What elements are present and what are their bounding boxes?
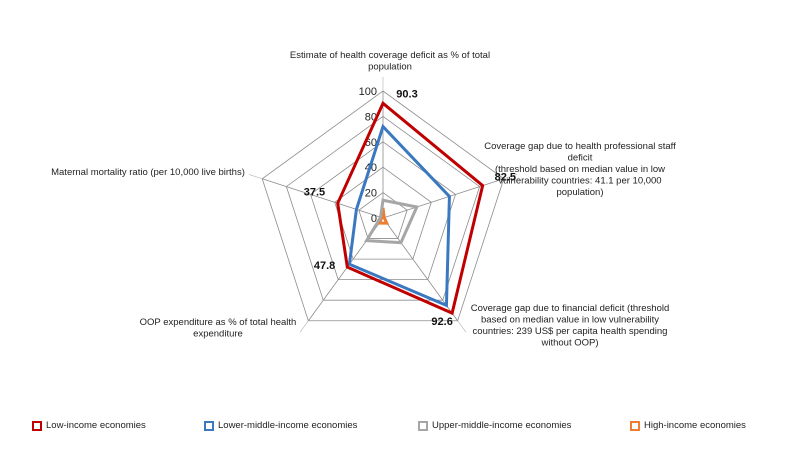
legend-item-lower-middle-income-economies: Lower-middle-income economies bbox=[204, 420, 357, 431]
data-label-5: 37.5 bbox=[304, 186, 325, 198]
axis-label-1: Estimate of health coverage deficit as %… bbox=[290, 50, 490, 73]
legend-swatch bbox=[32, 420, 42, 431]
legend-item-high-income-economies: High-income economies bbox=[630, 420, 746, 431]
legend-item-upper-middle-income-economies: Upper-middle-income economies bbox=[418, 420, 571, 431]
axis-spoke-extension-4 bbox=[299, 320, 309, 333]
axis-label-2: Coverage gap due to health professional … bbox=[484, 141, 676, 198]
axis-spoke-extension-3 bbox=[457, 320, 467, 333]
data-label-1: 90.3 bbox=[396, 88, 417, 100]
legend-swatch bbox=[630, 420, 640, 431]
series-line-upper-middle-income-economies bbox=[364, 198, 419, 245]
axis-spoke-extension-2 bbox=[503, 174, 518, 180]
legend-item-low-income-economies: Low-income economies bbox=[32, 420, 146, 431]
series-line-low-income-economies bbox=[336, 100, 485, 316]
legend-label: Lower-middle-income economies bbox=[218, 420, 358, 431]
tick-label-100: 100 bbox=[359, 86, 377, 98]
grid-ring-20 bbox=[358, 192, 408, 239]
legend-swatch bbox=[204, 420, 214, 431]
axis-labels: Estimate of health coverage deficit as %… bbox=[51, 50, 676, 349]
legend-label: High-income economies bbox=[644, 420, 746, 431]
axis-label-3: Coverage gap due to financial deficit (t… bbox=[471, 303, 670, 349]
axis-spoke-extension-5 bbox=[248, 174, 263, 180]
legend-swatch bbox=[418, 420, 428, 431]
axis-label-4: OOP expenditure as % of total health expe… bbox=[140, 317, 297, 340]
tick-label-20: 20 bbox=[365, 188, 377, 200]
radar-series bbox=[336, 100, 485, 316]
axis-spoke-2 bbox=[382, 178, 504, 219]
grid-ring-80 bbox=[285, 115, 481, 301]
series-line-lower-middle-income-economies bbox=[347, 123, 451, 308]
grid-ring-40 bbox=[334, 166, 432, 260]
axis-spoke-5 bbox=[262, 178, 384, 219]
legend: Low-income economies Lower-middle-income … bbox=[0, 420, 809, 440]
legend-label: Upper-middle-income economies bbox=[432, 420, 572, 431]
tick-label-0: 0 bbox=[371, 213, 377, 225]
data-label-2: 82.5 bbox=[495, 172, 516, 184]
data-label-3: 92.6 bbox=[431, 316, 452, 328]
axis-label-5: Maternal mortality ratio (per 10,000 liv… bbox=[51, 167, 245, 178]
data-label-4: 47.8 bbox=[314, 260, 335, 272]
grid-ring-100 bbox=[261, 90, 505, 322]
data-labels: 90.3 82.5 92.6 47.8 37.5 bbox=[304, 88, 516, 328]
legend-label: Low-income economies bbox=[46, 420, 146, 431]
